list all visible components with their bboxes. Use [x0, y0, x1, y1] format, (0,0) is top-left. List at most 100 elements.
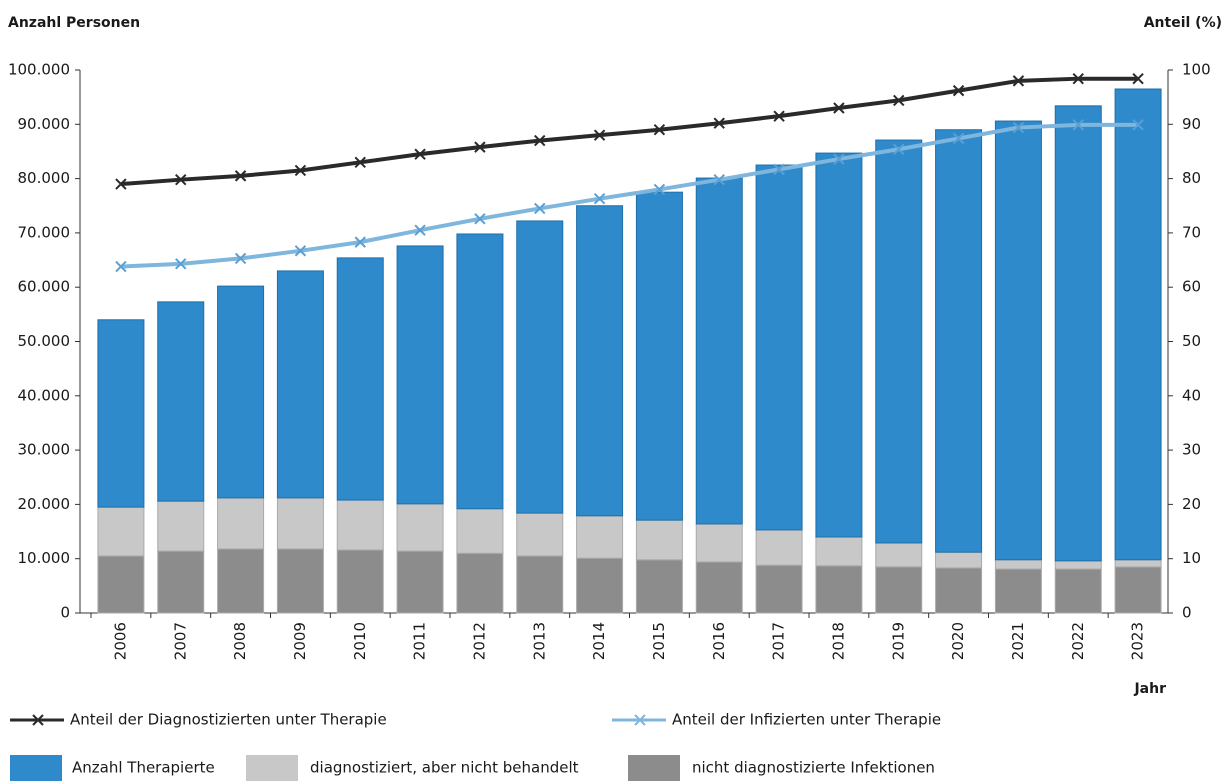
legend-label: Anteil der Infizierten unter Therapie [672, 711, 941, 729]
bar [1114, 559, 1162, 568]
x-tick-label: 2006 [111, 622, 129, 660]
bar [635, 519, 683, 561]
y2-axis-title: Anteil (%) [1144, 15, 1222, 31]
bar [994, 120, 1042, 561]
bar [97, 319, 145, 508]
bar [97, 555, 145, 614]
marker [115, 178, 127, 190]
marker [833, 102, 845, 114]
legend-swatch [246, 755, 298, 781]
bar [576, 557, 624, 614]
bar [396, 550, 444, 614]
bar [695, 177, 743, 525]
x-tick-label: 2015 [650, 622, 668, 660]
x-tick-label: 2008 [231, 622, 249, 660]
bar [516, 220, 564, 514]
bar [1054, 568, 1102, 614]
y2-tick-label: 80 [1182, 169, 1201, 187]
marker [534, 202, 546, 215]
y2-tick-label: 90 [1182, 115, 1201, 133]
marker [1072, 119, 1084, 131]
bar [994, 568, 1042, 614]
x-tick-label: 2012 [470, 622, 488, 660]
bar [755, 564, 803, 614]
y-tick-label: 30.000 [18, 441, 71, 459]
y2-tick-label: 10 [1182, 549, 1201, 567]
x-tick-label: 2011 [411, 622, 429, 660]
x-tick-label: 2010 [351, 622, 369, 660]
bar [336, 549, 384, 614]
bar [1114, 88, 1162, 561]
y-tick-label: 100.000 [8, 61, 70, 79]
y2-tick-label: 20 [1182, 495, 1201, 513]
marker [354, 236, 366, 248]
bar [456, 233, 504, 510]
marker [773, 163, 785, 176]
y-tick-label: 20.000 [18, 495, 71, 513]
x-tick-label: 2020 [949, 622, 967, 660]
bar [157, 550, 205, 614]
bar [994, 559, 1042, 570]
y2-tick-label: 0 [1182, 604, 1192, 622]
bar [755, 164, 803, 531]
marker [234, 170, 247, 182]
bar [97, 506, 145, 557]
bar [516, 512, 564, 557]
marker [952, 132, 965, 145]
legend-swatch [10, 755, 62, 781]
bar [815, 152, 863, 538]
marker [534, 134, 546, 147]
marker [773, 110, 785, 122]
bar [456, 552, 504, 614]
legend-label: Anzahl Therapierte [72, 759, 215, 777]
y-axis-title: Anzahl Personen [8, 15, 140, 31]
marker [653, 124, 666, 136]
marker [952, 84, 965, 97]
x-tick-label: 2007 [171, 622, 189, 660]
y2-tick-label: 30 [1182, 441, 1201, 459]
legend-swatch [628, 755, 680, 781]
x-tick-label: 2022 [1069, 622, 1087, 660]
y-tick-label: 50.000 [18, 332, 71, 350]
marker [354, 156, 366, 169]
bar [276, 497, 324, 550]
marker [833, 153, 845, 165]
bar [815, 565, 863, 614]
legend-label: diagnostiziert, aber nicht behandelt [310, 759, 579, 777]
bar [875, 139, 923, 544]
marker [294, 245, 307, 257]
marker [1012, 121, 1025, 134]
bar [875, 566, 923, 614]
marker [1012, 75, 1025, 87]
marker [1132, 72, 1144, 85]
bar [516, 555, 564, 614]
y2-tick-label: 100 [1182, 61, 1211, 79]
line [120, 76, 1139, 187]
y-tick-label: 10.000 [18, 549, 71, 567]
marker [474, 141, 486, 153]
bar [217, 285, 265, 499]
y2-tick-label: 60 [1182, 278, 1201, 296]
x-tick-label: 2009 [291, 622, 309, 660]
y-tick-label: 70.000 [18, 223, 71, 241]
x-tick-label: 2021 [1009, 622, 1027, 660]
bar [875, 542, 923, 568]
x-tick-label: 2018 [829, 622, 847, 660]
marker [414, 224, 426, 236]
legend-marker [32, 714, 44, 726]
legend-marker [634, 714, 646, 726]
bar [217, 497, 265, 550]
bar [456, 508, 504, 554]
bar [157, 500, 205, 552]
bar [935, 567, 983, 614]
marker [1132, 119, 1144, 131]
bar [276, 270, 324, 499]
bar [695, 561, 743, 614]
x-tick-label: 2013 [530, 622, 548, 660]
marker [234, 252, 247, 265]
y-tick-label: 60.000 [18, 278, 71, 296]
bar [336, 499, 384, 551]
marker [593, 129, 606, 141]
bar [695, 523, 743, 563]
